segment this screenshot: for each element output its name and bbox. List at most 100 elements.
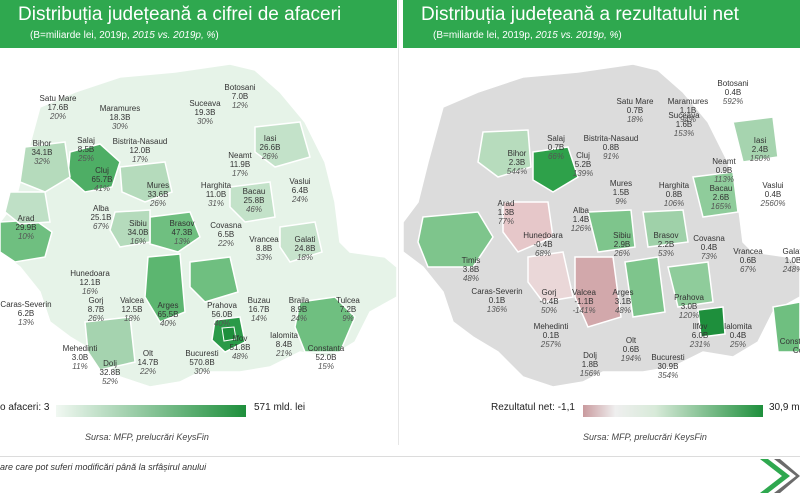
county-name: Botosani: [224, 83, 256, 92]
net-legend-bar: [583, 405, 763, 417]
county-value: 25.1B: [90, 213, 112, 222]
county-pct: 165%: [710, 202, 732, 211]
county-name: Brasov: [169, 219, 195, 228]
county-value: 8.4B: [275, 340, 293, 349]
county-dolj-shape: [84, 316, 136, 371]
county-name: Ialomita: [723, 322, 752, 331]
county-pct: 13%: [173, 237, 190, 246]
county-value: 3.1B: [614, 297, 632, 306]
net-county-arges-shape: [624, 256, 666, 318]
county-name: Arad: [17, 214, 35, 223]
county-pct: 194%: [620, 354, 642, 363]
footer-note: are care pot suferi modificări până la s…: [0, 462, 207, 472]
net-county-iasi-shape: [732, 116, 779, 163]
county-name: Maramures: [667, 97, 709, 106]
county-value: 8.8B: [255, 244, 273, 253]
net-result-map-panel: Distribuția județeană a rezultatului net…: [403, 0, 800, 445]
county-name: Covasna: [693, 234, 725, 243]
county-pct: 16%: [129, 237, 146, 246]
county-bacau-shape: [229, 181, 276, 223]
county-name: Neamt: [712, 157, 736, 166]
county-value: -0.4B: [533, 240, 553, 249]
revenue-county-label: Botosani 7.0B 12%: [212, 83, 268, 110]
county-name: Buzau: [247, 296, 271, 305]
county-value: 7.0B: [231, 92, 249, 101]
county-name: Salaj: [547, 134, 565, 143]
county-name: Ilfov: [692, 322, 708, 331]
county-value: 8.7B: [87, 305, 105, 314]
net-result-county-label: Harghita 0.8B 106%: [646, 181, 702, 208]
county-value: 7.2B: [339, 305, 357, 314]
net-result-county-label: Ilfov 6.0B 231%: [672, 322, 728, 349]
county-name: Dolj: [583, 351, 597, 360]
revenue-county-label: Ialomita 8.4B 21%: [256, 331, 312, 358]
county-pct: 544%: [506, 167, 528, 176]
county-value: -0.4B: [539, 297, 559, 306]
county-value: 34.1B: [31, 148, 53, 157]
revenue-county-label: Tulcea 7.2B 9%: [320, 296, 376, 323]
net-county-gorj-shape: [527, 251, 574, 303]
revenue-county-label: Covasna 6.5B 22%: [198, 221, 254, 248]
revenue-subtitle-a: (B=miliarde lei, 2019p,: [30, 30, 133, 41]
county-name: Constanta: [307, 344, 345, 353]
county-pct: 248%: [782, 265, 800, 274]
county-pct: 91%: [602, 152, 619, 161]
county-pct: 46%: [245, 205, 262, 214]
county-value: 30.9B: [657, 362, 679, 371]
county-value: 6.4B: [291, 186, 309, 195]
county-value: 26.6B: [259, 143, 281, 152]
revenue-panel-header: Distribuția județeană a cifrei de afacer…: [0, 0, 397, 48]
county-name: Gorj: [541, 288, 557, 297]
county-pct: 11%: [72, 362, 88, 371]
county-name: Suceava: [189, 99, 221, 108]
county-name: Timis: [461, 256, 481, 265]
county-pct: 257%: [540, 340, 562, 349]
county-value: 47.3B: [171, 228, 193, 237]
county-name: Neamt: [228, 151, 252, 160]
county-name: Mehedinti: [62, 344, 98, 353]
county-pct: 68%: [534, 249, 551, 258]
county-name: Mehedinti: [533, 322, 569, 331]
net-result-county-label: Brasov 2.2B 53%: [638, 231, 694, 258]
county-name: Arad: [497, 199, 515, 208]
county-name: Sibiu: [613, 231, 631, 240]
revenue-county-label: Mures 33.6B 26%: [130, 181, 186, 208]
net-county-bacau-shape: [692, 171, 739, 218]
county-value: 2.6B: [712, 193, 730, 202]
county-pct: 48%: [462, 274, 479, 283]
county-name: Prahova: [674, 293, 704, 302]
county-value: 3.8B: [462, 265, 480, 274]
county-name: Alba: [572, 206, 589, 215]
county-name: Iasi: [753, 136, 767, 145]
county-name: Sibiu: [129, 219, 147, 228]
county-name: Vaslui: [762, 181, 784, 190]
net-result-county-label: Prahova 3.0B 120%: [661, 293, 717, 320]
revenue-subtitle-c: ): [215, 30, 219, 41]
county-name: Iasi: [263, 134, 277, 143]
county-pct: 156%: [579, 369, 601, 378]
county-pct: 26%: [613, 249, 630, 258]
county-name: Galati: [782, 247, 800, 256]
net-county-brasov-shape: [642, 209, 689, 248]
county-name: Bucuresti: [651, 353, 685, 362]
county-pct: 77%: [497, 217, 514, 226]
revenue-county-label: Gorj 8.7B 26%: [68, 296, 124, 323]
revenue-county-label: Iasi 26.6B 26%: [242, 134, 298, 161]
county-pct: 21%: [275, 349, 292, 358]
county-pct: 17%: [131, 155, 148, 164]
county-pct: 48%: [614, 306, 631, 315]
county-bihor-shape: [19, 141, 71, 193]
county-prahova-shape: [189, 256, 239, 303]
net-result-county-label: Gorj -0.4B 50%: [521, 288, 577, 315]
net-result-county-label: Mures 1.5B 9%: [593, 179, 649, 206]
county-pct: 20%: [49, 112, 66, 121]
net-result-county-label: Alba 1.4B 126%: [553, 206, 609, 233]
county-value: 8.9B: [290, 305, 308, 314]
county-name: Mures: [609, 179, 633, 188]
county-value: 6.2B: [17, 309, 35, 318]
county-name: Cluj: [95, 166, 109, 175]
net-result-county-label: Vaslui 0.4B 2560%: [745, 181, 800, 208]
county-pct: 10%: [17, 232, 34, 241]
county-name: Satu Mare: [39, 94, 77, 103]
